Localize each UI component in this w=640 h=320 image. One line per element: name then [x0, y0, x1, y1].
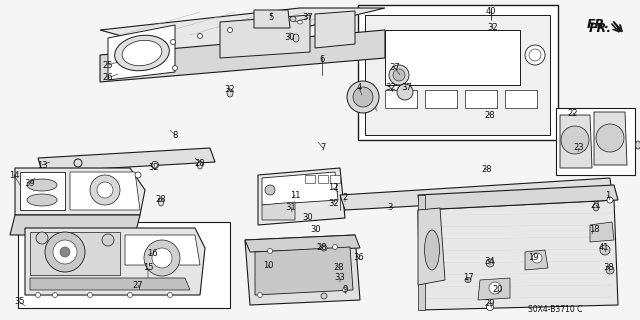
- Text: 33: 33: [335, 274, 346, 283]
- Text: 1: 1: [605, 190, 611, 199]
- Circle shape: [198, 34, 202, 38]
- Text: 23: 23: [573, 143, 584, 153]
- Text: 22: 22: [568, 108, 579, 117]
- Circle shape: [90, 175, 120, 205]
- Polygon shape: [560, 115, 592, 168]
- Ellipse shape: [198, 161, 202, 169]
- Circle shape: [342, 287, 348, 292]
- Text: 38: 38: [604, 263, 614, 273]
- Text: 31: 31: [285, 203, 296, 212]
- Circle shape: [393, 69, 405, 81]
- Text: 2: 2: [342, 194, 348, 203]
- Text: 12: 12: [328, 183, 339, 193]
- Polygon shape: [220, 15, 310, 58]
- Polygon shape: [262, 202, 295, 220]
- Circle shape: [606, 266, 614, 274]
- Text: FR.: FR.: [586, 19, 609, 31]
- Polygon shape: [505, 90, 537, 108]
- Polygon shape: [254, 10, 290, 28]
- Ellipse shape: [27, 194, 57, 206]
- Circle shape: [529, 49, 541, 61]
- Text: 28: 28: [484, 110, 495, 119]
- Text: 6: 6: [319, 55, 324, 65]
- Text: 34: 34: [484, 258, 495, 267]
- Text: 27: 27: [132, 281, 143, 290]
- Circle shape: [265, 185, 275, 195]
- Polygon shape: [255, 247, 353, 295]
- Circle shape: [152, 248, 172, 268]
- Polygon shape: [340, 178, 612, 210]
- Circle shape: [397, 84, 413, 100]
- Text: 28: 28: [333, 263, 344, 273]
- Text: 9: 9: [342, 285, 348, 294]
- Polygon shape: [425, 90, 457, 108]
- Text: 30: 30: [303, 213, 314, 222]
- Polygon shape: [465, 90, 497, 108]
- Polygon shape: [10, 215, 140, 235]
- Circle shape: [97, 182, 113, 198]
- Polygon shape: [38, 172, 42, 182]
- Text: 8: 8: [172, 131, 178, 140]
- Text: 30: 30: [285, 34, 295, 43]
- Polygon shape: [262, 172, 338, 205]
- Text: 14: 14: [9, 171, 19, 180]
- Text: 15: 15: [143, 263, 153, 273]
- Ellipse shape: [290, 17, 296, 21]
- Circle shape: [52, 292, 58, 298]
- Polygon shape: [20, 172, 65, 210]
- Polygon shape: [108, 25, 175, 80]
- Text: 37: 37: [390, 63, 401, 73]
- Ellipse shape: [593, 203, 599, 211]
- Text: 28: 28: [317, 244, 327, 252]
- Circle shape: [321, 245, 327, 251]
- Text: 4: 4: [356, 84, 362, 92]
- Text: 19: 19: [528, 253, 538, 262]
- Circle shape: [353, 87, 373, 107]
- Polygon shape: [385, 90, 417, 108]
- Circle shape: [600, 245, 610, 255]
- Ellipse shape: [298, 20, 303, 24]
- Circle shape: [60, 247, 70, 257]
- Polygon shape: [318, 175, 328, 183]
- Polygon shape: [100, 30, 385, 82]
- Text: 36: 36: [354, 253, 364, 262]
- Text: 20: 20: [493, 285, 503, 294]
- Circle shape: [170, 39, 175, 44]
- Polygon shape: [125, 235, 200, 265]
- Text: 7: 7: [320, 143, 326, 153]
- Polygon shape: [38, 148, 215, 172]
- Text: 32: 32: [488, 23, 499, 33]
- Polygon shape: [245, 235, 360, 305]
- Polygon shape: [100, 8, 385, 55]
- Polygon shape: [418, 195, 425, 310]
- Circle shape: [333, 244, 337, 250]
- Text: 29: 29: [484, 300, 495, 308]
- Circle shape: [135, 172, 141, 178]
- Text: 32: 32: [148, 164, 159, 172]
- Circle shape: [74, 159, 82, 167]
- Polygon shape: [305, 175, 315, 183]
- Polygon shape: [418, 200, 618, 310]
- Circle shape: [152, 162, 159, 169]
- Text: 11: 11: [290, 190, 300, 199]
- Circle shape: [486, 303, 493, 310]
- Ellipse shape: [122, 40, 162, 66]
- Text: 18: 18: [589, 226, 599, 235]
- Text: 30: 30: [310, 226, 321, 235]
- Circle shape: [35, 292, 40, 298]
- Circle shape: [525, 45, 545, 65]
- Polygon shape: [25, 228, 205, 295]
- Circle shape: [173, 66, 177, 70]
- Polygon shape: [594, 112, 627, 165]
- Circle shape: [144, 240, 180, 276]
- Ellipse shape: [227, 89, 233, 97]
- Ellipse shape: [115, 35, 170, 71]
- Circle shape: [36, 232, 48, 244]
- Text: 17: 17: [463, 274, 474, 283]
- Circle shape: [88, 292, 93, 298]
- Text: 37: 37: [303, 13, 314, 22]
- Text: 32: 32: [329, 198, 339, 207]
- Text: 37: 37: [402, 84, 412, 92]
- Text: 16: 16: [147, 249, 157, 258]
